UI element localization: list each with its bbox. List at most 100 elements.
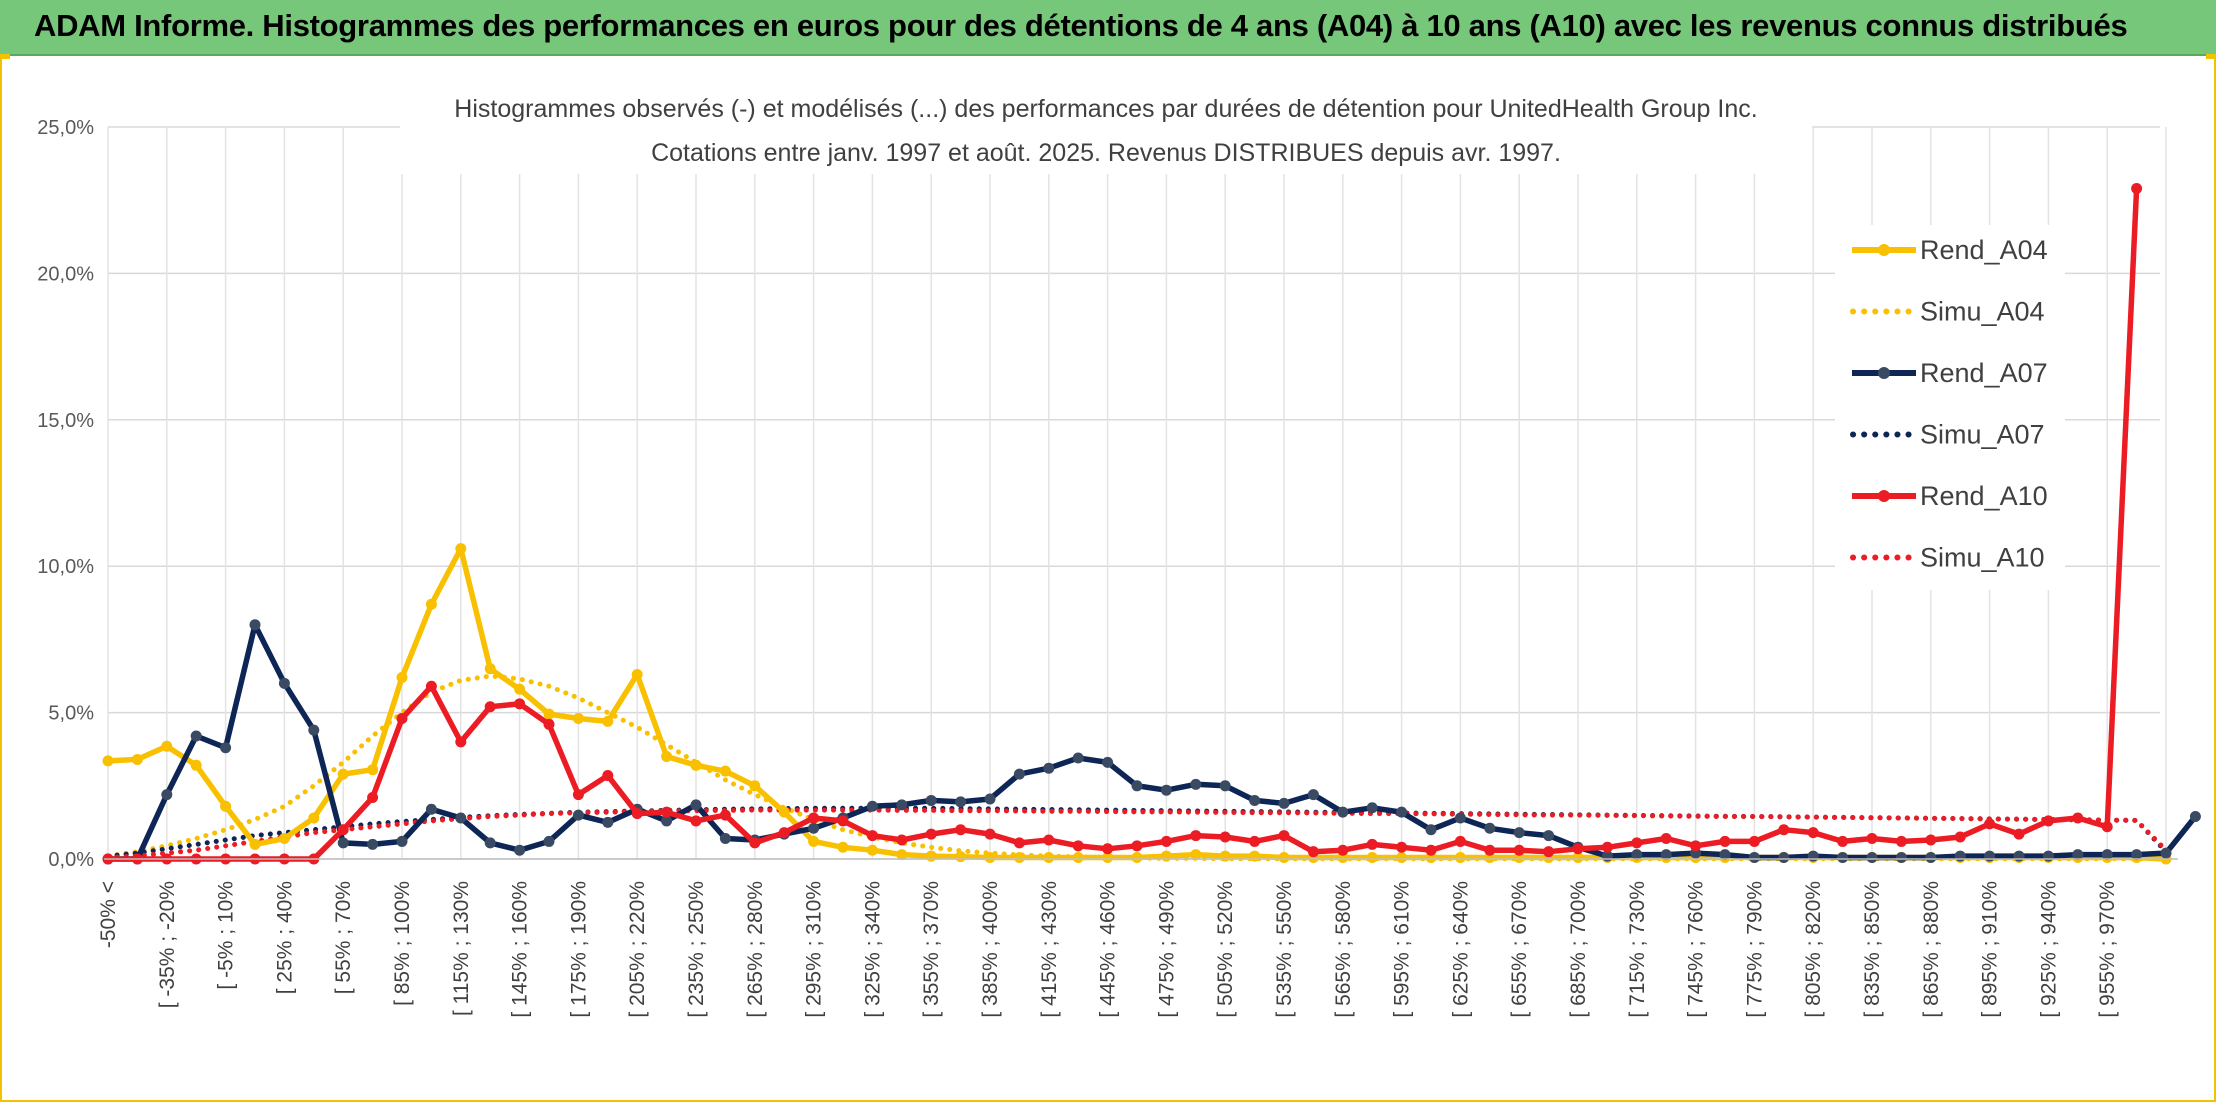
chart-subtitle: Cotations entre janv. 1997 et août. 2025… — [651, 139, 1561, 167]
data-point — [1043, 762, 1055, 774]
data-point — [1513, 827, 1525, 839]
data-point — [396, 712, 408, 724]
data-point — [602, 770, 614, 782]
data-point — [337, 837, 349, 849]
legend-item-Rend_A04: Rend_A04 — [1852, 235, 2048, 265]
x-tick-label: [ 85% ; 100% — [391, 881, 414, 1006]
data-point — [1454, 812, 1466, 824]
data-point — [1631, 837, 1643, 849]
y-tick-label: 10,0% — [37, 556, 94, 578]
data-point — [1102, 852, 1114, 864]
legend: Rend_A04 Simu_A04 Rend_A07 Simu_A07 Rend_A10… — [1835, 225, 2065, 590]
x-tick-label: [ 745% ; 760% — [1685, 881, 1708, 1018]
data-point — [1160, 835, 1172, 847]
data-point — [161, 740, 173, 752]
data-point — [1631, 849, 1643, 861]
data-point — [2072, 849, 2084, 861]
legend-marker — [1878, 244, 1890, 256]
data-point — [925, 794, 937, 806]
data-point — [1131, 852, 1143, 864]
data-point — [455, 736, 467, 748]
data-point — [866, 830, 878, 842]
data-point — [1984, 818, 1996, 830]
data-point — [1190, 849, 1202, 861]
data-point — [572, 789, 584, 801]
legend-label: Rend_A10 — [1920, 481, 2048, 511]
data-point — [866, 844, 878, 856]
y-tick-label: 0,0% — [48, 849, 94, 871]
x-tick-label: [ 55% ; 70% — [332, 881, 355, 994]
data-point — [2189, 811, 2201, 823]
data-point — [367, 838, 379, 850]
data-point — [455, 543, 467, 555]
data-point — [1807, 850, 1819, 862]
data-point — [1366, 852, 1378, 864]
data-point — [690, 815, 702, 827]
series-Rend_A10 — [102, 182, 2143, 865]
data-point — [249, 619, 261, 631]
data-point — [514, 844, 526, 856]
data-point — [1337, 844, 1349, 856]
data-point — [1807, 827, 1819, 839]
x-tick-label: [ 385% ; 400% — [979, 881, 1002, 1018]
x-tick-label: [ 235% ; 250% — [685, 881, 708, 1018]
data-point — [1131, 780, 1143, 792]
data-point — [1072, 752, 1084, 764]
data-point — [514, 698, 526, 710]
legend-item-Simu_A04: Simu_A04 — [1850, 297, 2045, 327]
data-point — [337, 824, 349, 836]
data-point — [278, 677, 290, 689]
data-point — [161, 789, 173, 801]
chart-frame — [0, 56, 2216, 1102]
x-tick-label: [ 205% ; 220% — [626, 881, 649, 1018]
x-tick-label: [ 655% ; 670% — [1508, 881, 1531, 1018]
y-tick-label: 5,0% — [48, 703, 94, 725]
data-point — [1160, 850, 1172, 862]
data-point — [278, 833, 290, 845]
data-point — [690, 759, 702, 771]
data-point — [2101, 849, 2113, 861]
data-point — [1425, 824, 1437, 836]
data-point — [955, 796, 967, 808]
data-point — [1660, 833, 1672, 845]
data-point — [1102, 843, 1114, 855]
data-point — [602, 715, 614, 727]
data-point — [2042, 815, 2054, 827]
x-tick-label: [ 295% ; 310% — [803, 881, 826, 1018]
data-point — [1043, 834, 1055, 846]
data-point — [2013, 828, 2025, 840]
data-point — [2072, 812, 2084, 824]
data-point — [719, 809, 731, 821]
data-point — [1866, 852, 1878, 864]
data-point — [1102, 756, 1114, 768]
data-point — [749, 780, 761, 792]
x-tick-label: [ 715% ; 730% — [1626, 881, 1649, 1018]
data-point — [572, 712, 584, 724]
series-Simu_A10 — [105, 807, 2169, 860]
data-point — [866, 800, 878, 812]
x-tick-label: [ 445% ; 460% — [1097, 881, 1120, 1018]
data-point — [1984, 850, 1996, 862]
data-point — [1925, 834, 1937, 846]
data-point — [1778, 824, 1790, 836]
data-point — [1837, 835, 1849, 847]
legend-item-Simu_A07: Simu_A07 — [1850, 420, 2045, 450]
x-tick-label: [ 835% ; 850% — [1861, 881, 1884, 1018]
data-point — [984, 828, 996, 840]
data-point — [1925, 852, 1937, 864]
data-point — [190, 759, 202, 771]
data-point — [543, 708, 555, 720]
data-point — [837, 841, 849, 853]
data-point — [543, 835, 555, 847]
data-point — [1954, 831, 1966, 843]
data-point — [1219, 850, 1231, 862]
data-point — [1190, 830, 1202, 842]
data-point — [1160, 784, 1172, 796]
data-point — [1454, 852, 1466, 864]
legend-item-Rend_A07: Rend_A07 — [1852, 358, 2048, 388]
data-point — [602, 816, 614, 828]
x-tick-label: [ 25% ; 40% — [273, 881, 296, 994]
data-point — [425, 803, 437, 815]
data-point — [220, 742, 232, 754]
